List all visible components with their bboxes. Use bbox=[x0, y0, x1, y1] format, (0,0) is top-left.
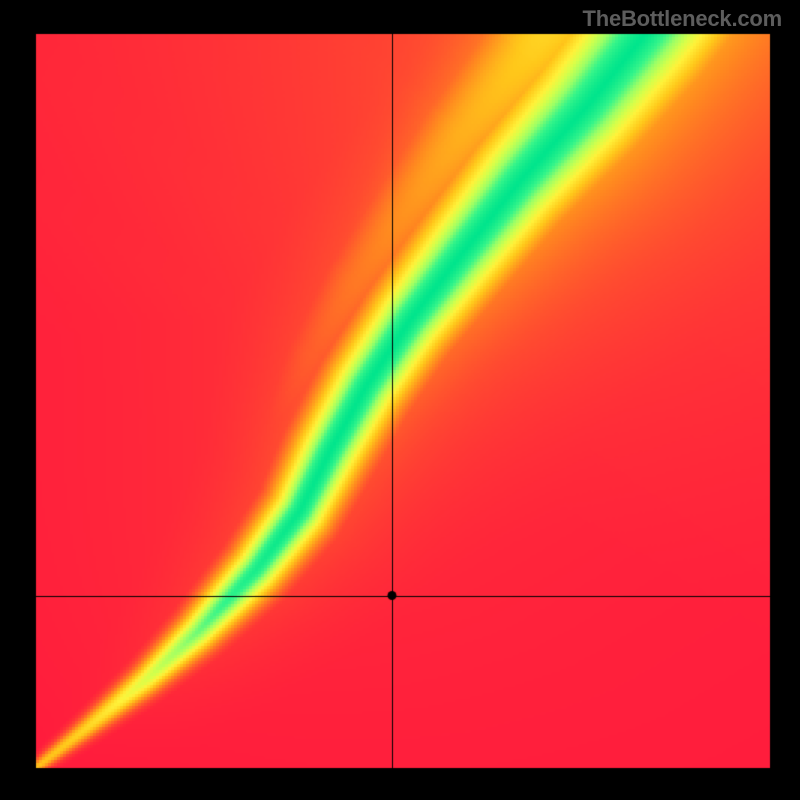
watermark-text: TheBottleneck.com bbox=[582, 6, 782, 32]
chart-frame: { "watermark": { "text": "TheBottleneck.… bbox=[0, 0, 800, 800]
bottleneck-heatmap bbox=[0, 0, 800, 800]
